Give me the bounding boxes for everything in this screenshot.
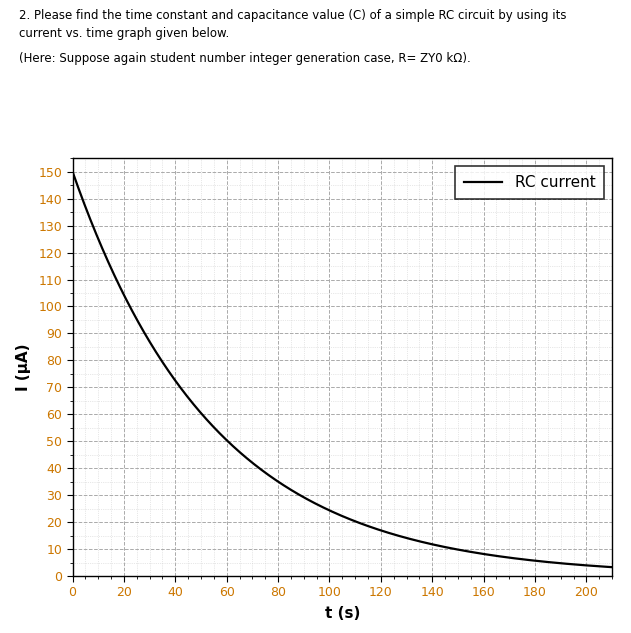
RC current — [317, 503, 324, 510]
Text: current vs. time graph given below.: current vs. time graph given below. — [19, 27, 229, 40]
RC current — [97, 239, 104, 247]
RC current — [593, 562, 600, 570]
RC current — [608, 563, 616, 571]
Legend: RC current: RC current — [455, 166, 604, 199]
X-axis label: t (s): t (s) — [324, 606, 360, 622]
Y-axis label: I (μA): I (μA) — [16, 343, 32, 391]
RC current — [493, 552, 501, 560]
Text: 2. Please find the time constant and capacitance value (C) of a simple RC circui: 2. Please find the time constant and cap… — [19, 9, 567, 23]
RC current — [331, 509, 339, 517]
RC current — [593, 562, 600, 570]
Line: RC current: RC current — [73, 172, 612, 567]
RC current — [69, 168, 76, 175]
Text: (Here: Suppose again student number integer generation case, R= ZY0 kΩ).: (Here: Suppose again student number inte… — [19, 52, 471, 65]
